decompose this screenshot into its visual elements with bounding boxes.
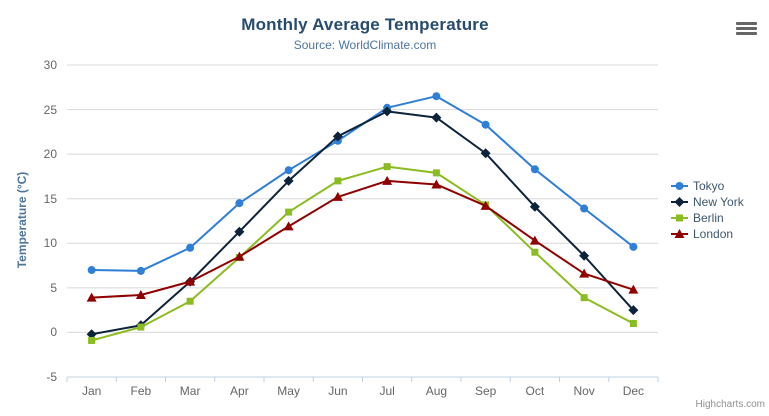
data-point-marker[interactable] xyxy=(86,292,97,302)
legend-item-label: Tokyo xyxy=(693,179,725,193)
data-point-marker[interactable] xyxy=(529,235,540,245)
y-axis-label: 0 xyxy=(50,325,57,340)
legend-marker-icon xyxy=(671,197,688,207)
data-point-marker[interactable] xyxy=(480,148,491,159)
x-axis-label: Apr xyxy=(230,384,249,398)
data-point-marker[interactable] xyxy=(334,177,342,185)
x-axis-label: Oct xyxy=(525,384,545,398)
hamburger-bar xyxy=(736,22,757,25)
data-point-marker[interactable] xyxy=(283,221,294,231)
legend-item-label: London xyxy=(693,227,734,241)
data-point-marker[interactable] xyxy=(529,201,540,212)
data-point-marker[interactable] xyxy=(579,250,590,261)
y-axis-label: 20 xyxy=(43,147,57,162)
data-point-marker[interactable] xyxy=(481,120,490,129)
legend-item-london[interactable]: London xyxy=(671,226,744,242)
y-axis-label: -5 xyxy=(46,370,57,384)
x-axis-label: Dec xyxy=(622,384,645,398)
hamburger-bar xyxy=(736,27,757,30)
data-point-marker[interactable] xyxy=(86,329,97,340)
x-axis-label: Feb xyxy=(130,384,152,398)
data-point-marker[interactable] xyxy=(432,92,441,101)
series-line-berlin[interactable] xyxy=(90,165,635,342)
legend-item-label: Berlin xyxy=(693,211,724,225)
y-axis-label: 25 xyxy=(43,102,57,117)
legend-marker-icon xyxy=(671,182,688,190)
data-point-marker[interactable] xyxy=(285,208,293,216)
data-point-marker[interactable] xyxy=(137,323,145,331)
data-point-marker[interactable] xyxy=(580,294,588,302)
x-axis-label: Aug xyxy=(425,384,448,398)
legend-item-berlin[interactable]: Berlin xyxy=(671,210,744,226)
legend-marker-icon xyxy=(671,214,688,222)
data-point-marker[interactable] xyxy=(135,289,146,299)
x-axis-label: Jul xyxy=(379,384,395,398)
data-point-marker[interactable] xyxy=(88,336,96,344)
x-axis-label: Sep xyxy=(474,384,497,398)
y-axis-label: 5 xyxy=(50,280,57,295)
data-point-marker[interactable] xyxy=(382,175,393,185)
legend-item-new-york[interactable]: New York xyxy=(671,194,744,210)
data-point-marker[interactable] xyxy=(235,199,244,208)
legend-item-tokyo[interactable]: Tokyo xyxy=(671,178,744,194)
hamburger-bar xyxy=(736,32,757,35)
data-point-marker[interactable] xyxy=(432,169,440,177)
legend: Tokyo New York Berlin London xyxy=(671,178,744,242)
y-axis-label: 10 xyxy=(43,236,57,251)
x-axis-label: May xyxy=(277,384,300,398)
y-axis-label: 30 xyxy=(43,58,57,72)
data-point-marker[interactable] xyxy=(185,276,196,286)
data-point-marker[interactable] xyxy=(382,106,393,117)
series-line-london[interactable] xyxy=(90,179,635,299)
data-point-marker[interactable] xyxy=(530,165,539,174)
data-point-marker[interactable] xyxy=(628,284,639,294)
data-point-marker[interactable] xyxy=(531,248,539,256)
data-point-marker[interactable] xyxy=(628,305,639,316)
data-point-marker[interactable] xyxy=(136,266,145,275)
chart-subtitle: Source: WorldClimate.com xyxy=(293,38,437,52)
series-line-new-york[interactable] xyxy=(90,110,635,336)
data-point-marker[interactable] xyxy=(629,242,638,251)
data-point-marker[interactable] xyxy=(579,268,590,278)
data-point-marker[interactable] xyxy=(480,200,491,210)
data-point-marker[interactable] xyxy=(332,131,343,142)
chart-title: Monthly Average Temperature xyxy=(241,15,489,34)
y-axis-label: 15 xyxy=(43,191,57,206)
data-point-marker[interactable] xyxy=(234,226,245,237)
data-point-marker[interactable] xyxy=(431,112,442,123)
data-point-marker[interactable] xyxy=(87,266,96,275)
x-axis-label: Jan xyxy=(81,384,102,398)
legend-marker-icon xyxy=(671,229,688,238)
data-point-marker[interactable] xyxy=(431,179,442,189)
data-point-marker[interactable] xyxy=(186,243,195,252)
data-point-marker[interactable] xyxy=(383,163,391,171)
export-hamburger-menu-icon[interactable] xyxy=(736,22,757,37)
x-axis-label: Mar xyxy=(179,384,201,398)
data-point-marker[interactable] xyxy=(629,320,637,328)
x-axis-label: Jun xyxy=(328,384,348,398)
data-point-marker[interactable] xyxy=(284,166,293,175)
data-point-marker[interactable] xyxy=(580,204,589,213)
series-line-tokyo[interactable] xyxy=(90,95,635,272)
data-point-marker[interactable] xyxy=(332,191,343,201)
data-point-marker[interactable] xyxy=(283,175,294,186)
highcharts-credits-link[interactable]: Highcharts.com xyxy=(695,399,765,410)
legend-item-label: New York xyxy=(693,195,744,209)
data-point-marker[interactable] xyxy=(234,251,245,261)
x-axis-label: Nov xyxy=(573,384,595,398)
data-point-marker[interactable] xyxy=(186,297,194,305)
